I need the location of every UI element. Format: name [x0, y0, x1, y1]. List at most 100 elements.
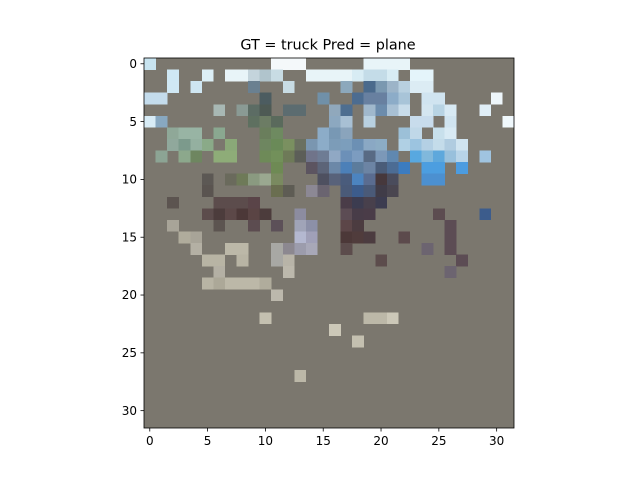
image-pixel	[305, 138, 318, 151]
x-tick-label: 10	[258, 434, 273, 448]
image-pixel	[456, 162, 469, 174]
image-pixel	[363, 69, 388, 82]
image-pixel	[317, 92, 330, 105]
image-pixel	[386, 162, 399, 174]
image-pixel	[178, 231, 191, 244]
image-pixel	[236, 254, 249, 267]
image-pixel	[398, 92, 411, 105]
image-pixel	[444, 115, 457, 128]
image-pixel	[329, 323, 341, 336]
image-pixel	[282, 81, 295, 93]
image-pixel	[259, 208, 272, 221]
image-pixel	[444, 266, 457, 278]
image-pixel	[352, 185, 364, 198]
image-pixel	[259, 277, 272, 290]
image-pixel	[352, 92, 364, 105]
image-pixel	[421, 173, 445, 186]
image-pixel	[363, 58, 411, 70]
image-pixel	[398, 162, 411, 174]
image-pixel	[271, 127, 284, 140]
image-pixel	[271, 254, 284, 267]
image-pixel	[213, 127, 226, 140]
image-pixel	[167, 138, 179, 151]
image-pixel	[340, 219, 353, 232]
image-pixel	[305, 150, 318, 163]
image-pixel	[398, 127, 411, 140]
image-pixel	[479, 208, 492, 221]
image-pixel	[479, 150, 492, 163]
image-pixel	[386, 104, 399, 117]
image-pixel	[340, 231, 353, 244]
image-pixel	[271, 138, 284, 151]
image-pixel	[271, 289, 284, 302]
image-pixel	[317, 162, 330, 174]
x-tick-label: 25	[431, 434, 446, 448]
image-pixel	[190, 150, 203, 163]
image-pixel	[282, 185, 295, 198]
image-pixel	[305, 162, 318, 174]
image-pixel	[224, 138, 237, 151]
image-pixel	[329, 104, 341, 117]
image-pixel	[456, 150, 469, 163]
image-pixel	[259, 104, 272, 117]
image-pixel	[236, 208, 249, 221]
image-pixel	[294, 370, 307, 383]
image-pixel	[363, 231, 376, 244]
image-pixel	[444, 231, 457, 244]
image-pixel	[248, 173, 260, 186]
plot-area: 0 5 10 15 20 25 30 0 5 10 15 20 25 30	[122, 57, 515, 448]
image-pixel	[444, 127, 457, 140]
image-pixel	[282, 138, 295, 151]
image-pixel	[352, 196, 364, 209]
image-pixel	[294, 150, 307, 163]
image-pixel	[224, 173, 237, 186]
image-pixel	[329, 127, 341, 140]
image-pixel	[340, 150, 353, 163]
y-tick-label: 10	[122, 173, 137, 187]
image-pixel	[271, 162, 284, 174]
image-pixel	[340, 81, 353, 93]
image-pixel	[259, 115, 272, 128]
image-pixel	[144, 115, 156, 128]
image-pixel	[340, 115, 353, 128]
image-pixel	[213, 277, 226, 290]
image-pixel	[190, 138, 203, 151]
image-pixel	[340, 208, 353, 221]
image-pixel	[144, 58, 156, 70]
image-pixel	[375, 162, 388, 174]
image-pixel	[456, 254, 469, 267]
y-tick-label: 20	[122, 288, 137, 302]
image-pixel	[352, 162, 364, 174]
image-pixel	[167, 196, 179, 209]
image-pixel	[444, 219, 457, 232]
image-pixel	[178, 138, 191, 151]
image-pixel	[352, 208, 364, 221]
image-pixel	[282, 104, 307, 117]
image-pixel	[340, 185, 353, 198]
image-pixel	[317, 185, 330, 198]
image-pixel	[340, 127, 353, 140]
image-pixel	[479, 104, 492, 117]
image-pixel	[248, 115, 260, 128]
image-pixel	[363, 104, 376, 117]
image-pixel	[363, 162, 376, 174]
image-pixel	[409, 115, 434, 128]
image-pixel	[201, 173, 214, 186]
image-pixel	[236, 173, 249, 186]
image-pixel	[340, 138, 353, 151]
image-pixel	[271, 150, 284, 163]
image-pixel	[282, 266, 295, 278]
image-pixel	[167, 69, 179, 82]
image-pixel	[421, 150, 434, 163]
y-tick-label: 5	[129, 115, 137, 129]
image-pixel	[236, 104, 249, 117]
image-pixel	[340, 243, 353, 255]
image-pixel	[329, 150, 341, 163]
image-pixel	[363, 92, 388, 105]
image-pixel	[375, 104, 388, 117]
image-pixel	[375, 254, 388, 267]
image-pixel	[398, 138, 411, 151]
image-pixel	[375, 185, 388, 198]
image-pixel	[375, 150, 388, 163]
image-pixel	[317, 138, 330, 151]
